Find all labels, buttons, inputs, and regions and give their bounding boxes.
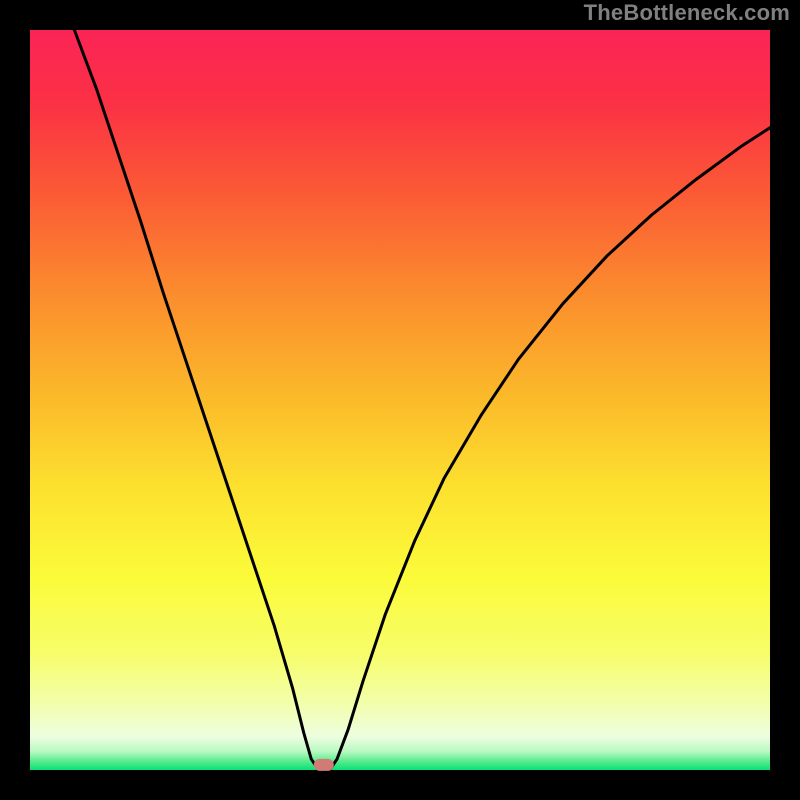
bottleneck-chart [0,0,800,800]
plot-background [30,30,770,770]
watermark-text: TheBottleneck.com [584,0,790,26]
optimum-marker [314,759,334,771]
chart-container: TheBottleneck.com [0,0,800,800]
